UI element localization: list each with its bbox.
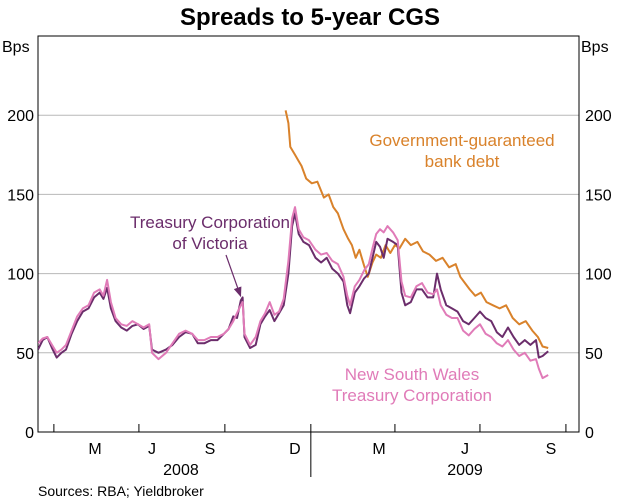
x-month-label: J [461, 441, 469, 458]
chart-title: Spreads to 5-year CGS [180, 4, 440, 31]
annotation-arrow [225, 254, 242, 298]
y-tick-label-left: 200 [7, 108, 34, 125]
plot-frame [37, 35, 580, 433]
x-month-label: M [88, 441, 101, 458]
x-month-label: M [372, 441, 385, 458]
series-label-0: Government-guaranteed bank debt [369, 131, 554, 171]
y-unit-right: Bps [581, 39, 609, 56]
series-label-1: Treasury Corporation of Victoria [130, 213, 290, 253]
x-month-label: J [148, 441, 156, 458]
series-label-line: bank debt [425, 152, 500, 171]
series-label-line: of Victoria [172, 234, 248, 253]
y-tick-label-right: 150 [585, 187, 612, 204]
series-line-1 [38, 212, 549, 359]
x-year-label: 2009 [447, 462, 483, 479]
y-tick-label-left: 50 [16, 346, 34, 363]
series-label-line: Treasury Corporation [332, 386, 492, 405]
x-month-label: S [546, 441, 557, 458]
series-label-line: Treasury Corporation [130, 213, 290, 232]
y-tick-label-left: 100 [7, 267, 34, 284]
series-label-2: New South Wales Treasury Corporation [332, 365, 492, 405]
y-tick-label-right: 100 [585, 267, 612, 284]
x-year-label: 2008 [163, 462, 199, 479]
series-label-line: Government-guaranteed [369, 131, 554, 150]
series-label-line: New South Wales [345, 365, 479, 384]
source-note: Sources: RBA; Yieldbroker [38, 483, 204, 499]
y-tick-label-right: 0 [585, 425, 594, 442]
y-ticks-left: 0 50 100 150 200 [7, 108, 34, 442]
series-line-2 [38, 206, 549, 380]
y-tick-label-right: 50 [585, 346, 603, 363]
gridlines [38, 114, 579, 354]
x-month-label: S [205, 441, 216, 458]
annotations: Government-guaranteed bank debt Treasury C… [130, 131, 555, 405]
x-month-label: D [289, 441, 301, 458]
y-ticks-right: 0 50 100 150 200 [585, 108, 612, 442]
y-tick-label-left: 0 [25, 425, 34, 442]
y-unit-left: Bps [2, 39, 30, 56]
y-tick-label-left: 150 [7, 187, 34, 204]
series-lines [38, 110, 549, 380]
x-ticks: M J S D M J S 2008 2009 [53, 424, 567, 479]
y-tick-label-right: 200 [585, 108, 612, 125]
